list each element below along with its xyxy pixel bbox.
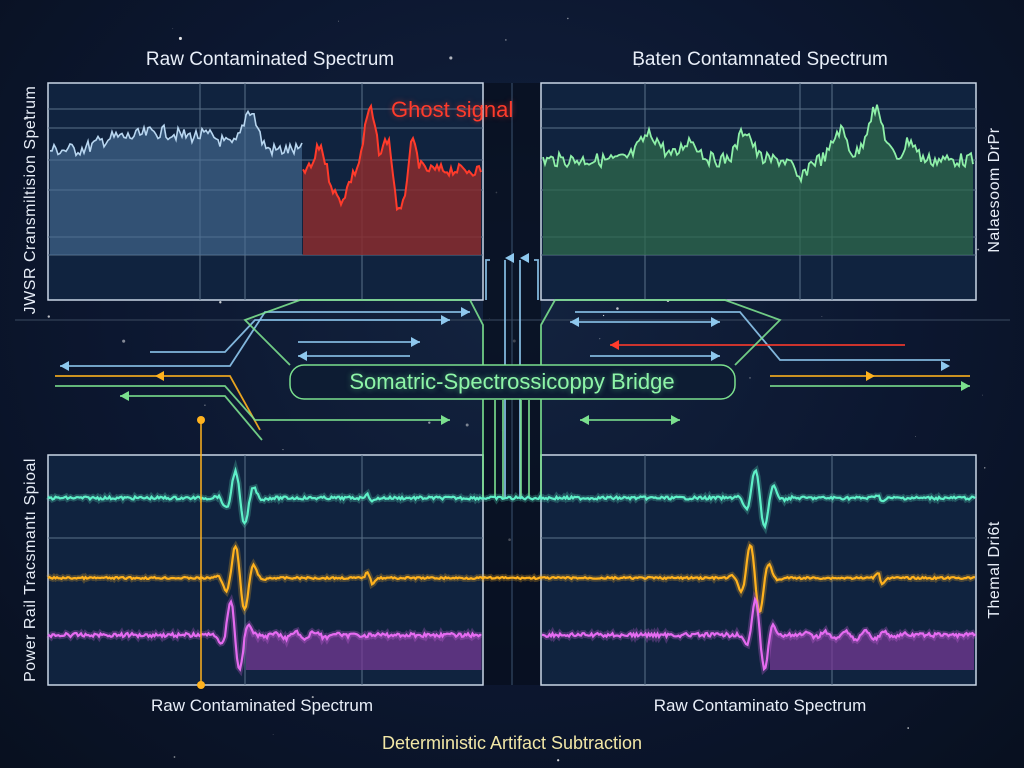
left-axis-top-label: JWSR Cransmiltision Spetrum [22, 85, 39, 315]
star [567, 17, 569, 20]
star [467, 741, 471, 745]
star [465, 423, 469, 427]
arrow-head-icon [411, 337, 420, 347]
flow-line-blue [534, 259, 539, 300]
flow-line-blue [150, 319, 450, 353]
right-axis-bottom-label: Themal Dri6t [986, 521, 1003, 619]
star [821, 316, 823, 317]
star [977, 248, 979, 251]
arrow-head-icon [441, 415, 450, 425]
arrow-head-icon [671, 415, 680, 425]
star [272, 734, 274, 735]
raw-spectrum-line [49, 109, 303, 158]
ghost-signal-line [302, 103, 482, 212]
star [282, 449, 284, 451]
star [173, 756, 176, 758]
trace-orange [47, 543, 976, 614]
clean-spectrum-line [542, 104, 974, 185]
caption: Deterministic Artifact Subtraction [381, 733, 643, 753]
arrow-head-icon [441, 315, 450, 325]
top-right-panel-title: Baten Contamnated Spectrum [632, 49, 888, 70]
left-axis-bottom-label: Power Rail Tracsmantı Spioal [22, 458, 39, 682]
arrow-head-icon [711, 351, 720, 361]
flow-line-blue [575, 311, 950, 361]
bridge-label: Somatric-Spectrossicoppy Bridge [349, 369, 675, 394]
star [311, 696, 314, 699]
flow-line-green [540, 299, 782, 498]
arrow-head-icon [570, 317, 579, 327]
star [449, 56, 453, 60]
trace-magenta-right [541, 596, 977, 672]
flow-line-orange [55, 375, 261, 431]
arrow-head-icon [941, 361, 950, 371]
trace-teal [47, 466, 976, 530]
flow-line-blue [485, 259, 490, 300]
arrow-head-icon [610, 340, 619, 350]
marker-dot-bottom [197, 681, 205, 689]
flow-line-green [120, 395, 263, 441]
star [915, 436, 917, 437]
star [672, 57, 675, 60]
arrow-head-icon [120, 391, 129, 401]
star [749, 377, 751, 379]
arrow-head-icon [580, 415, 589, 425]
ghost-signal-label: Ghost signal [391, 97, 514, 122]
flow-line-green [55, 385, 450, 421]
star [204, 404, 206, 406]
star [984, 467, 986, 469]
right-axis-top-label: Nalaesoom DrPr [986, 127, 1003, 253]
bridge-box [289, 364, 736, 400]
trace-magenta-left-fill [246, 624, 482, 670]
raw-spectrum-fill [50, 111, 302, 256]
trace-magenta-left [47, 598, 482, 672]
star [47, 315, 50, 318]
star [602, 314, 605, 317]
arrow-head-icon [461, 307, 470, 317]
star [616, 307, 619, 310]
star [907, 727, 909, 729]
bottom-right-panel-title: Raw Contaminato Spectrum [653, 696, 867, 715]
arrow-head-icon [961, 381, 970, 391]
star [428, 421, 431, 424]
bottom-left-panel-title: Raw Contaminated Spectrum [150, 696, 374, 715]
star [178, 36, 182, 40]
flow-line-green [243, 299, 484, 498]
star [338, 20, 339, 22]
marker-dot-top [197, 416, 205, 424]
arrow-head-icon [711, 317, 720, 327]
star [505, 39, 507, 41]
star [122, 339, 126, 343]
star [557, 759, 560, 762]
arrow-head-icon [520, 253, 529, 263]
star [219, 301, 222, 304]
star [638, 65, 640, 68]
ghost-signal-fill [303, 106, 481, 255]
star [599, 338, 601, 340]
arrow-head-icon [155, 371, 164, 381]
arrow-head-icon [298, 351, 307, 361]
arrow-head-icon [60, 361, 69, 371]
arrow-head-icon [505, 253, 514, 263]
star [23, 117, 27, 120]
star [172, 28, 174, 30]
clean-spectrum-fill [543, 104, 973, 255]
star [982, 394, 983, 396]
top-left-panel-title: Raw Contaminated Spectrum [145, 49, 395, 70]
arrow-head-icon [866, 371, 875, 381]
flow-line-blue [60, 311, 470, 367]
